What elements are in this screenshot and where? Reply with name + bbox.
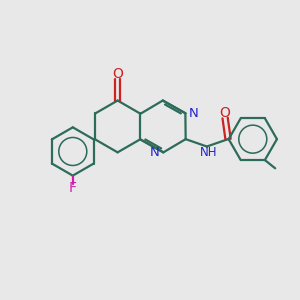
Text: N: N (150, 146, 160, 159)
Text: O: O (220, 106, 231, 120)
Text: F: F (69, 181, 77, 195)
Text: N: N (189, 107, 199, 120)
Text: O: O (112, 67, 123, 81)
Text: NH: NH (200, 146, 217, 160)
